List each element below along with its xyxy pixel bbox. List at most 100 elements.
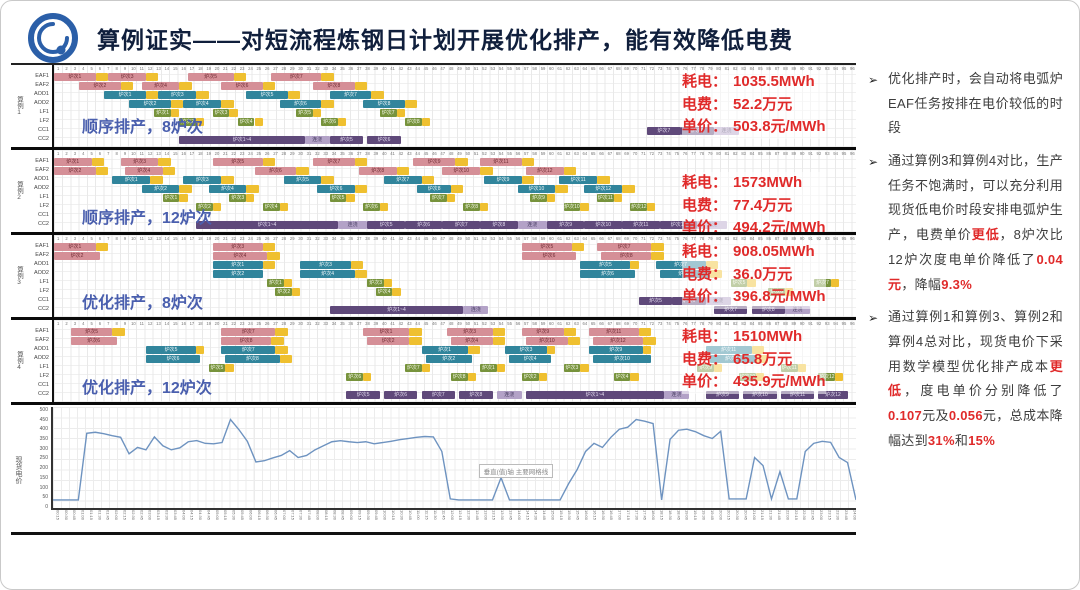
bullet-arrow-icon: ➢: [868, 155, 879, 170]
tick-label: 27: [273, 66, 278, 71]
price-y-axis-label: 现货电价: [15, 455, 22, 484]
charts-column: 算例1 EAF1 EAF2 AOD1 AOD2 LF1 LF2 CC1 CC2 1 2 3 4 5 6 7 8 9…: [11, 63, 856, 535]
tick-label: 22: [231, 236, 237, 241]
tick-label: 69: [624, 236, 629, 241]
tick-label: 16: [181, 236, 186, 241]
tick-label: 56: [515, 236, 521, 241]
x-tick-label: 23:15: [827, 510, 832, 521]
gantt-bar: 炉次1: [54, 72, 96, 81]
gantt-bar: 炉次4: [262, 202, 280, 211]
x-tick-label: 13:15: [491, 510, 496, 521]
tick-label: 30: [298, 66, 303, 71]
gantt-bar: [262, 81, 276, 90]
gantt-bar: 连浇: [463, 305, 489, 314]
machine-label: LF1: [39, 279, 49, 285]
tick-label: 14: [164, 236, 170, 241]
tick-label: 95: [841, 66, 847, 71]
x-tick-label: 12:45: [474, 510, 479, 521]
tick-label: 34: [331, 151, 337, 156]
gantt-bar: 炉次12: [659, 220, 698, 229]
tick-label: 67: [607, 236, 613, 241]
x-tick-label: 11:00: [416, 510, 421, 520]
tick-label: 40: [381, 66, 387, 71]
x-tick-label: 15:45: [575, 510, 580, 521]
x-tick-label: 23:00: [818, 510, 823, 521]
tick-label: 84: [749, 321, 755, 326]
period-ticks: 1 2 3 4 5 6 7 8 9 10 11 12 13 14 15 16 17 18 19 20 21 22 23 24 2…: [54, 320, 856, 327]
tick-label: 1: [57, 151, 60, 156]
machine-label: AOD2: [34, 355, 49, 361]
tick-label: 10: [131, 151, 136, 156]
tick-label: 96: [849, 321, 855, 326]
gantt-panel: 算例1 EAF1 EAF2 AOD1 AOD2 LF1 LF2 CC1 CC2 1 2 3 4 5 6 7 8 9…: [11, 65, 856, 150]
machine-label: CC2: [37, 391, 49, 397]
tick-label: 11: [139, 321, 144, 326]
tick-label: 27: [273, 151, 278, 156]
gantt-bar: 炉次5: [329, 135, 364, 144]
bullet-arrow-icon: ➢: [868, 73, 879, 87]
machine-label: LF2: [39, 288, 49, 294]
tick-label: 92: [816, 321, 822, 326]
gantt-bar: [354, 81, 368, 90]
tick-label: 22: [231, 66, 237, 71]
x-tick-label: 20:00: [718, 510, 723, 521]
tick-label: 56: [515, 151, 521, 156]
tick-label: 12: [147, 66, 153, 71]
tick-label: 17: [189, 321, 195, 326]
tick-label: 75: [674, 236, 680, 241]
tick-label: 9: [123, 236, 127, 241]
gantt-bar: 炉次3: [505, 345, 547, 354]
machine-row-labels: EAF1 EAF2 AOD1 AOD2 LF1 LF2 CC1 CC2: [26, 65, 52, 147]
x-tick-label: 02:30: [130, 510, 135, 521]
x-tick-label: 01:30: [97, 510, 102, 521]
tick-label: 68: [615, 66, 621, 71]
gantt-bar: [496, 363, 506, 372]
x-tick-label: 05:15: [223, 510, 228, 521]
tick-label: 95: [841, 236, 847, 241]
gantt-bar: 炉次9: [546, 220, 585, 229]
x-tick-label: 10:30: [399, 510, 404, 521]
tick-label: 45: [423, 151, 429, 156]
tick-label: 30: [298, 236, 303, 241]
gantt-bar: 炉次12: [584, 184, 623, 193]
gantt-bar: 连浇: [338, 220, 368, 229]
gantt-bar: 炉次1~4: [196, 220, 339, 229]
gantt-bar: 炉次8: [601, 251, 652, 260]
tick-label: 22: [231, 151, 237, 156]
x-tick-label: 01:45: [105, 510, 110, 521]
gantt-bar: 炉次2: [141, 184, 180, 193]
machine-label: EAF1: [35, 328, 49, 334]
gantt-bar: 炉次2: [212, 269, 263, 278]
tick-label: 11: [139, 66, 144, 71]
tick-label: 69: [624, 321, 629, 326]
x-tick-label: 19:15: [693, 510, 698, 521]
y-tick-label: 450: [39, 416, 48, 423]
gantt-bar: 炉次12: [526, 166, 564, 175]
x-tick-label: 21:45: [776, 510, 781, 521]
gantt-bar: [580, 363, 589, 372]
tick-label: 54: [498, 236, 504, 241]
gantt-plot-area: 1 2 3 4 5 6 7 8 9 10 11 12 13 14 15 16 17 18 19 20 21 22 23 24 2…: [52, 320, 856, 402]
tick-label: 72: [649, 151, 655, 156]
gantt-bar: [145, 72, 159, 81]
bullet-item: ➢ 通过算例3和算例4对比，生产任务不饱满时，可以充分利用现货低电价时段安排电弧炉…: [868, 149, 1063, 297]
tick-label: 1: [57, 66, 60, 71]
stat-line: 耗电： 1510MWh: [682, 328, 803, 345]
tick-label: 4: [82, 321, 85, 326]
gantt-bar: [354, 184, 368, 193]
tick-label: 60: [549, 321, 554, 326]
x-tick-label: 22:00: [785, 510, 790, 521]
tick-label: 46: [432, 236, 437, 241]
tick-label: 66: [599, 236, 604, 241]
gantt-plot-area: 1 2 3 4 5 6 7 8 9 10 11 12 13 14 15 16 17 18 19 20 21 22 23 24 2…: [52, 150, 856, 232]
gantt-bar: 炉次9: [413, 157, 455, 166]
tick-label: 15: [172, 151, 178, 156]
gantt-bar: [275, 345, 288, 354]
tick-label: 74: [666, 151, 671, 156]
tick-label: 7: [107, 66, 110, 71]
gantt-bar: [555, 184, 568, 193]
tick-label: 46: [432, 321, 437, 326]
gantt-bar: 炉次6: [521, 251, 577, 260]
tick-label: 40: [381, 321, 387, 326]
tick-label: 13: [156, 66, 161, 71]
